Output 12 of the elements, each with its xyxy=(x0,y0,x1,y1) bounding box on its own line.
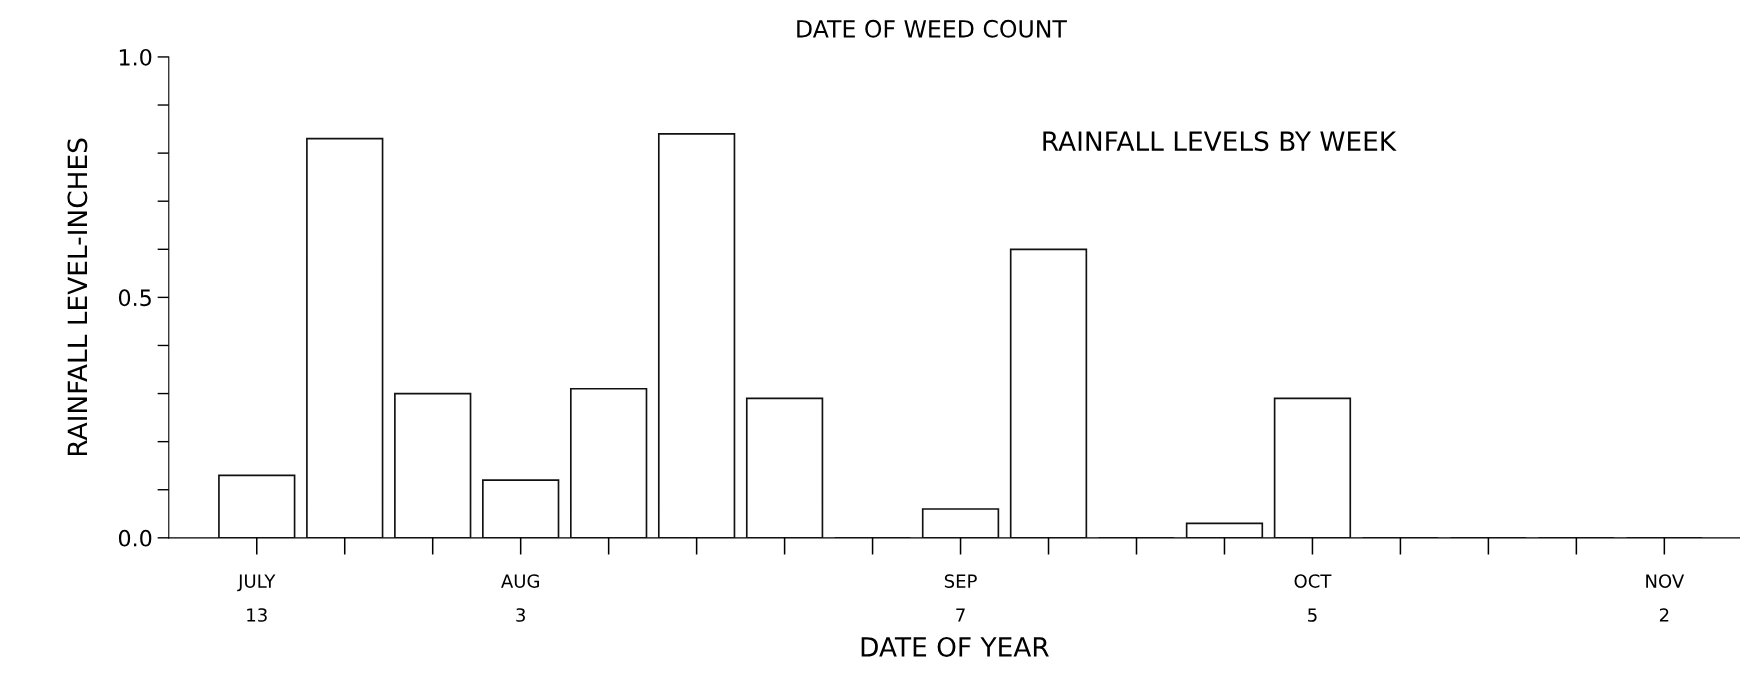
x-axis-title: DATE OF YEAR xyxy=(861,636,1049,657)
x-tick-label: NOV 2 xyxy=(1646,574,1685,622)
y-axis-title: RAINFALL LEVEL-INCHES xyxy=(67,138,88,456)
x-tick-label: JULY 13 xyxy=(237,574,276,622)
y-tick-label: 1.0 xyxy=(119,48,152,66)
x-tick-label: AUG 3 xyxy=(501,574,539,622)
y-tick-label: 0.5 xyxy=(118,289,151,307)
x-tick-label: SEP 7 xyxy=(944,574,977,622)
x-tick-label: OCT 5 xyxy=(1294,574,1332,622)
chart-title: DATE OF WEED COUNT xyxy=(797,19,1067,38)
y-tick-label: 0.0 xyxy=(118,529,152,547)
annotation: RAINFALL LEVELS BY WEEK xyxy=(1043,131,1397,152)
